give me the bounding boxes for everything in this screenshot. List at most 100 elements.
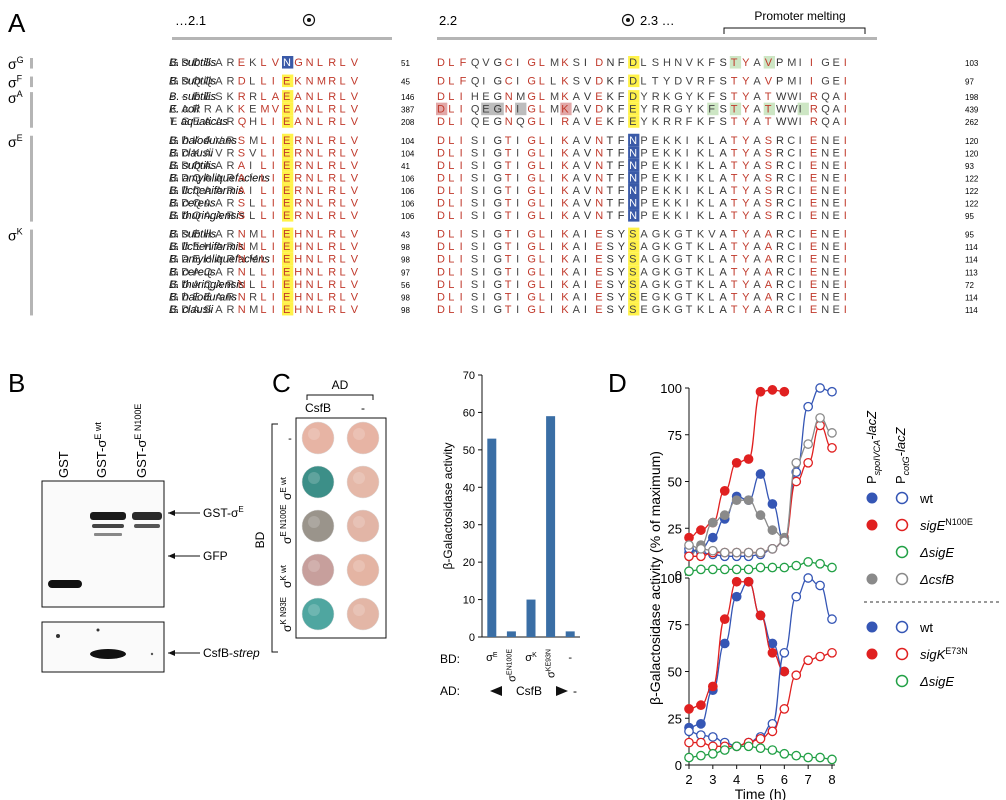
residue: R: [776, 254, 784, 266]
residue-highlight: [282, 146, 294, 159]
residue: L: [539, 210, 545, 222]
residue: E: [283, 147, 290, 159]
residue: I: [799, 241, 802, 253]
residue: T: [686, 254, 693, 266]
residue: H: [294, 241, 302, 253]
line-chart-top: 0 25 50 75 100: [660, 381, 837, 583]
residue: G: [674, 291, 683, 303]
residue: K: [561, 172, 569, 184]
residue: I: [516, 241, 519, 253]
residue: G: [674, 91, 683, 103]
residue: A: [215, 266, 223, 278]
residue-number-right: 198: [965, 93, 979, 102]
residue: Y: [742, 198, 750, 210]
group-bar: [30, 135, 33, 222]
residue: G: [527, 291, 536, 303]
data-point: [803, 401, 814, 412]
residue: Y: [742, 304, 750, 316]
species-name: B. cereus: [169, 198, 216, 210]
residue: L: [448, 57, 454, 69]
residue-highlight: [282, 277, 294, 291]
residue: V: [351, 172, 359, 184]
residue: V: [215, 147, 223, 159]
residue: L: [249, 279, 255, 291]
residue: I: [482, 266, 485, 278]
residue: E: [595, 254, 602, 266]
data-point: [719, 745, 730, 755]
residue: I: [799, 76, 802, 88]
residue: W: [776, 116, 787, 128]
residue: Y: [742, 57, 750, 69]
residue-highlight: [729, 56, 742, 69]
residue: G: [527, 160, 536, 172]
residue: N: [306, 91, 314, 103]
residue: I: [844, 147, 847, 159]
residue: G: [527, 116, 536, 128]
residue: A: [640, 254, 648, 266]
residue: D: [437, 254, 445, 266]
species-name: B. licheniformis: [169, 241, 244, 253]
residue: E: [833, 160, 840, 172]
residue: G: [674, 279, 683, 291]
bd-row-label: BD:: [440, 652, 460, 666]
residue: I: [686, 135, 689, 147]
residue: G: [170, 172, 179, 184]
residue: L: [539, 241, 545, 253]
residue: L: [640, 57, 646, 69]
residue: A: [765, 229, 773, 241]
residue: G: [494, 147, 503, 159]
residue: L: [260, 147, 266, 159]
residue: V: [351, 291, 359, 303]
residue: S: [720, 91, 727, 103]
residue: N: [629, 160, 637, 172]
residue: D: [437, 304, 445, 316]
data-point: [815, 558, 825, 569]
residue: G: [494, 304, 503, 316]
residue: H: [204, 229, 212, 241]
y-tick-label: 75: [668, 618, 682, 633]
band-csfb-wt: [90, 649, 126, 659]
residue-highlight: [492, 102, 504, 116]
residue: C: [505, 76, 513, 88]
data-point: [755, 386, 766, 397]
y2h-spot: [301, 421, 335, 455]
residue: V: [482, 57, 490, 69]
residue: V: [351, 304, 359, 316]
residue: R: [328, 229, 336, 241]
residue: S: [629, 254, 636, 266]
residue: L: [539, 198, 545, 210]
residue: E: [283, 172, 290, 184]
residue: I: [550, 172, 553, 184]
data-point: [803, 557, 814, 567]
residue: L: [448, 116, 454, 128]
residue: I: [460, 210, 463, 222]
residue: I: [550, 304, 553, 316]
residue: I: [844, 279, 847, 291]
residue: L: [260, 304, 266, 316]
residue: S: [471, 229, 478, 241]
residue: A: [215, 210, 223, 222]
residue: R: [227, 160, 235, 172]
residue: G: [652, 279, 661, 291]
residue: F: [618, 185, 625, 197]
residue: Y: [686, 104, 694, 116]
residue: I: [799, 185, 802, 197]
residue-highlight: [628, 302, 640, 316]
residue: L: [708, 291, 714, 303]
band-gst-sigma-n100e-lower: [134, 524, 160, 528]
residue-number-right: 439: [965, 106, 979, 115]
residue: D: [181, 291, 189, 303]
residue: I: [516, 76, 519, 88]
residue: L: [340, 116, 346, 128]
gel-bottom: [41, 621, 165, 673]
residue: L: [539, 172, 545, 184]
residue-number-left: 106: [401, 200, 415, 209]
residue: T: [686, 279, 693, 291]
residue: H: [204, 254, 212, 266]
spot-glare: [308, 560, 320, 572]
y-tick-label: 0: [469, 632, 475, 644]
residue: I: [516, 198, 519, 210]
residue: A: [215, 185, 223, 197]
residue: E: [810, 291, 817, 303]
